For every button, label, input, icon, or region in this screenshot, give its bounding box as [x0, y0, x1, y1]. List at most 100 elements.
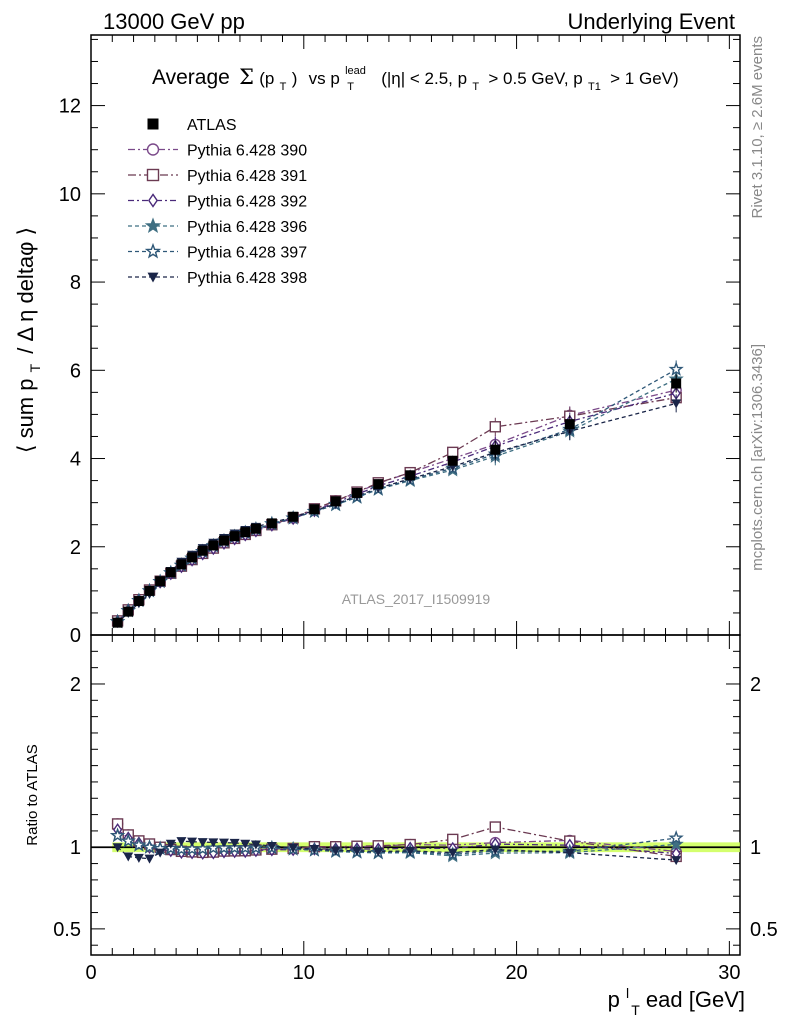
- ratio-point: [309, 844, 320, 854]
- marker-shape: [250, 840, 261, 850]
- legend-marker: [146, 168, 160, 182]
- data-point: [208, 540, 219, 551]
- data-point: [133, 596, 144, 607]
- marker-shape: [405, 846, 416, 856]
- plot-title-pt-sub: T: [280, 81, 287, 93]
- ratio-point: [176, 837, 187, 847]
- data-point: [197, 545, 208, 556]
- ratio-point: [373, 847, 384, 857]
- plot-title-lead-sup: lead: [345, 65, 366, 77]
- plot-title-cuts-b: > 0.5 GeV, p: [488, 69, 582, 88]
- marker-shape: [330, 846, 341, 856]
- ratio-point: [447, 848, 458, 858]
- y-tick-label-main: 4: [70, 449, 81, 471]
- marker-shape: [144, 585, 155, 596]
- marker-shape: [309, 504, 320, 515]
- data-point: [373, 479, 384, 490]
- marker-shape: [144, 854, 155, 864]
- marker-shape: [176, 837, 187, 847]
- ratio-point: [109, 827, 126, 843]
- ratio-point: [351, 846, 362, 856]
- marker-shape: [197, 838, 208, 848]
- marker-shape: [447, 455, 458, 466]
- ratio-point: [141, 839, 158, 854]
- marker-shape: [148, 193, 158, 208]
- data-point: [266, 518, 277, 529]
- y-tick-label-ratio-right: 2: [750, 674, 761, 696]
- data-point: [250, 523, 261, 534]
- marker-shape: [144, 217, 162, 233]
- x-tick-label: 10: [293, 962, 315, 984]
- y-axis-label-ratio: Ratio to ATLAS: [24, 744, 41, 845]
- legend-marker: [147, 118, 159, 130]
- marker-shape: [147, 118, 159, 130]
- ratio-point: [490, 845, 501, 855]
- marker-shape: [155, 848, 166, 858]
- ratio-point: [208, 838, 219, 848]
- data-point: [490, 444, 501, 455]
- marker-shape: [240, 839, 251, 849]
- marker-shape: [351, 487, 362, 498]
- ratio-point: [165, 839, 176, 849]
- data-point: [218, 535, 229, 546]
- data-point: [671, 378, 682, 389]
- marker-shape: [671, 399, 682, 409]
- data-point: [112, 617, 123, 628]
- marker-shape: [144, 242, 162, 259]
- marker-shape: [120, 833, 136, 848]
- ratio-point: [144, 854, 155, 864]
- ratio-point: [668, 830, 684, 845]
- marker-shape: [489, 421, 501, 433]
- y-tick-label-main: 6: [70, 360, 81, 382]
- plot-title-sigma: Σ: [239, 65, 254, 89]
- mcplots-label: mcplots.cern.ch [arXiv:1306.3436]: [749, 344, 766, 571]
- x-tick-label: 20: [505, 962, 527, 984]
- marker-shape: [147, 272, 159, 283]
- marker-shape: [131, 837, 147, 852]
- legend-label: Pythia 6.428 396: [187, 219, 307, 236]
- data-point: [155, 576, 166, 587]
- marker-shape: [373, 479, 384, 490]
- marker-shape: [447, 848, 458, 858]
- ratio-point: [195, 840, 211, 856]
- marker-shape: [489, 821, 501, 833]
- data-point: [123, 606, 134, 617]
- y-tick-label-ratio: 2: [70, 674, 81, 696]
- x-axis-label: p l T ead [GeV]: [608, 978, 745, 1020]
- ratio-point: [288, 843, 299, 853]
- legend: ATLAS Pythia 6.428 390 Pythia 6.428 391 Pyt…: [128, 117, 307, 287]
- marker-shape: [405, 470, 416, 481]
- data-point: [668, 361, 684, 376]
- x-axis-label-p: p: [608, 987, 620, 1012]
- marker-shape: [229, 838, 240, 848]
- marker-shape: [218, 535, 229, 546]
- data-point: [330, 496, 341, 507]
- rivet-label: Rivet 3.1.10, ≥ 2.6M events: [749, 36, 766, 219]
- legend-marker: [148, 193, 158, 208]
- ratio-point: [123, 852, 134, 862]
- y-axis-label-main: ⟨ sum p T / Δ η deltaφ ⟩: [13, 227, 45, 453]
- data-point: [309, 504, 320, 515]
- marker-shape: [266, 518, 277, 529]
- marker-shape: [668, 830, 684, 845]
- x-axis-label-sub: T: [631, 1002, 640, 1018]
- series-line: [117, 402, 677, 624]
- legend-label: Pythia 6.428 390: [187, 143, 307, 160]
- ratio-point: [155, 848, 166, 858]
- ratio-point: [112, 843, 123, 853]
- marker-shape: [668, 361, 684, 376]
- data-point: [288, 511, 299, 522]
- marker-shape: [123, 852, 134, 862]
- plot-title-cuts-a-sub: T: [472, 81, 479, 93]
- marker-shape: [240, 527, 251, 538]
- series-line: [117, 396, 677, 622]
- ratio-point: [330, 846, 341, 856]
- marker-shape: [187, 552, 198, 563]
- marker-shape: [123, 606, 134, 617]
- plot-title-cuts-b-sub: T1: [588, 81, 601, 93]
- marker-shape: [671, 378, 682, 389]
- header-right: Underlying Event: [567, 9, 735, 34]
- data-point: [144, 585, 155, 596]
- data-point: [405, 470, 416, 481]
- marker-shape: [176, 559, 187, 570]
